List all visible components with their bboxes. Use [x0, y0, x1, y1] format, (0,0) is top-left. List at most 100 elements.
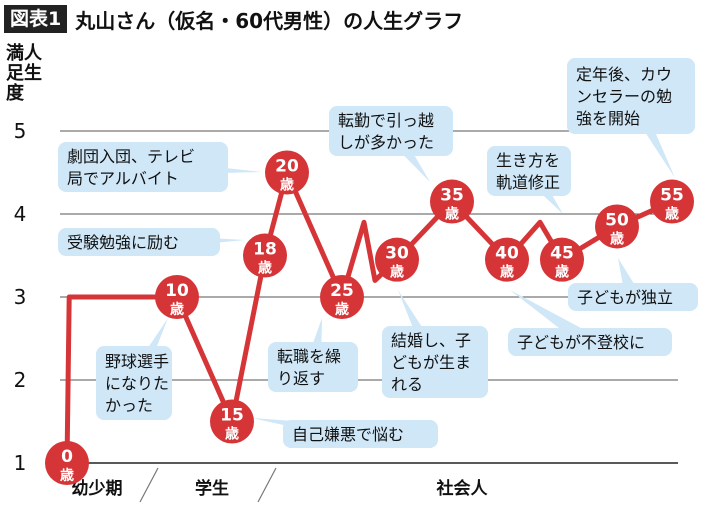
data-point: 40歳: [485, 237, 529, 282]
callout-box: [487, 146, 571, 196]
callout-text: ンセラーの勉: [576, 87, 672, 106]
data-point: 18歳: [243, 233, 287, 278]
y-tick-label: 2: [14, 368, 27, 392]
data-point-circle: [265, 150, 309, 195]
annotation-callout: 子どもが独立: [568, 258, 698, 311]
data-point-age: 25: [330, 281, 354, 301]
data-point-circle: [430, 179, 474, 224]
data-point-unit: 歳: [500, 264, 514, 281]
callout-box: [283, 420, 438, 448]
callout-box: [568, 283, 698, 311]
data-point-unit: 歳: [445, 206, 459, 223]
callout-text: 子どもが不登校に: [517, 333, 645, 352]
data-point-circle: [320, 275, 364, 319]
callout-text: 転勤で引っ越: [338, 111, 434, 130]
y-tick-label: 3: [14, 285, 27, 309]
data-point-age: 0: [61, 447, 73, 467]
data-point-circle: [375, 237, 419, 282]
y-tick-label: 4: [14, 202, 27, 226]
data-point-age: 30: [385, 244, 409, 264]
data-point: 30歳: [375, 237, 419, 282]
callout-text: かった: [105, 396, 153, 415]
callout-text: 生き方を: [496, 151, 560, 170]
data-point-age: 10: [165, 281, 189, 301]
callout-text: 定年後、カウ: [576, 65, 672, 84]
data-point: 50歳: [595, 204, 639, 249]
callout-box: [567, 58, 695, 134]
callout-text: どもが生ま: [391, 353, 471, 372]
y-axis-label-line: 満人: [6, 43, 42, 64]
callout-text: 子どもが独立: [577, 288, 673, 307]
callout-text: 転職を繰: [277, 347, 341, 366]
data-point-age: 20: [275, 157, 299, 177]
title-bar: 図表1 丸山さん（仮名・60代男性）の人生グラフ: [4, 4, 463, 34]
annotation-callout: 自己嫌悪で悩む: [252, 418, 438, 448]
data-point: 35歳: [430, 179, 474, 224]
callout-text: り返す: [277, 369, 325, 388]
data-point: 15歳: [210, 399, 254, 444]
callout-text: 強を開始: [576, 109, 640, 128]
data-point-circle: [485, 237, 529, 282]
data-point-circle: [650, 179, 694, 224]
data-point-age: 50: [605, 210, 629, 230]
data-point-unit: 歳: [170, 301, 184, 318]
data-point-unit: 歳: [555, 264, 569, 281]
data-point-unit: 歳: [665, 206, 679, 223]
data-point-age: 45: [550, 244, 574, 264]
callout-box: [58, 228, 220, 256]
callout-text: 劇団入団、テレビ: [67, 147, 195, 166]
phase-label: 学生: [195, 478, 229, 499]
data-point-age: 40: [495, 244, 519, 264]
data-point-circle: [540, 237, 584, 282]
chart-title: 丸山さん（仮名・60代男性）の人生グラフ: [75, 8, 464, 33]
data-point: 10歳: [155, 275, 199, 319]
callout-text: 野球選手: [105, 352, 169, 371]
data-point-unit: 歳: [225, 426, 239, 443]
callout-box: [96, 346, 172, 420]
callout-text: 局でアルバイト: [67, 169, 179, 188]
phase-separator: [257, 467, 277, 503]
data-point-unit: 歳: [60, 467, 74, 484]
data-point-circle: [155, 275, 199, 319]
data-point: 55歳: [650, 179, 694, 224]
data-point-age: 15: [220, 406, 244, 426]
data-point-age: 18: [253, 240, 277, 260]
callout-box: [58, 142, 228, 192]
phase-label: 幼少期: [72, 478, 123, 499]
y-tick-label: 5: [14, 119, 27, 143]
y-axis-label-line: 度: [6, 83, 24, 104]
figure-tag: 図表1: [4, 5, 68, 33]
phase-separator: [139, 467, 159, 503]
callout-text: 軌道修正: [496, 173, 560, 192]
y-tick-label: 1: [14, 451, 27, 475]
callout-box: [268, 342, 358, 392]
data-point-circle: [243, 233, 287, 278]
data-point: 45歳: [540, 237, 584, 282]
data-point-circle: [45, 441, 89, 485]
annotation-callout: 受験勉強に励む: [58, 228, 245, 256]
callout-text: れる: [391, 375, 423, 394]
phase-label: 社会人: [436, 478, 489, 499]
data-point: 20歳: [265, 150, 309, 195]
callout-text: 受験勉強に励む: [67, 233, 179, 252]
data-point-unit: 歳: [280, 177, 294, 194]
callout-text: しが多かった: [338, 133, 434, 152]
callout-box: [382, 326, 488, 398]
data-point-age: 35: [440, 186, 464, 206]
callout-text: 結婚し、子: [391, 331, 471, 350]
data-point-unit: 歳: [335, 301, 349, 318]
data-point-age: 55: [660, 186, 684, 206]
callout-box: [508, 328, 672, 356]
callout-text: 自己嫌悪で悩む: [292, 425, 404, 444]
data-point-unit: 歳: [610, 230, 624, 247]
data-point-unit: 歳: [258, 260, 272, 277]
y-axis-label-line: 足生: [6, 63, 42, 84]
callout-box: [329, 106, 453, 156]
